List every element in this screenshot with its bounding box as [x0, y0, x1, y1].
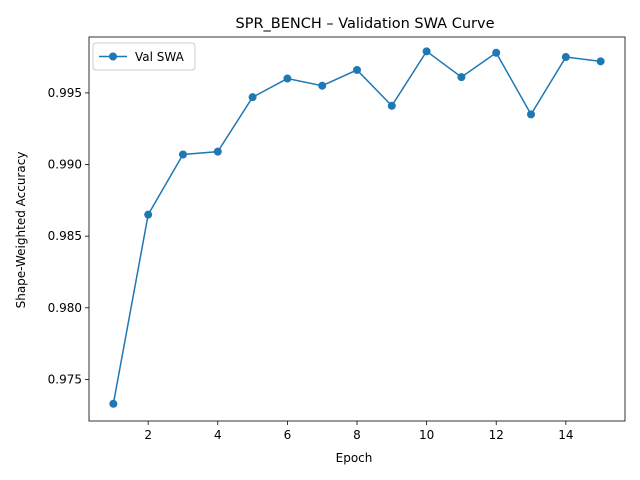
data-point [596, 57, 605, 66]
legend-label: Val SWA [135, 50, 185, 64]
x-tick-label: 2 [144, 428, 152, 442]
data-point [561, 53, 570, 62]
data-point [318, 81, 327, 90]
data-point [213, 147, 222, 156]
data-point [144, 210, 153, 219]
y-tick-label: 0.995 [48, 86, 82, 100]
data-point [353, 65, 361, 74]
data-point [527, 110, 536, 119]
x-axis-label: Epoch [336, 451, 373, 465]
legend-marker [109, 52, 117, 61]
y-axis-label: Shape-Weighted Accuracy [14, 152, 28, 309]
plot-area: 2 4 6 8 10 12 14 0.975 0.980 0.985 0.990 0.995 [48, 36, 626, 442]
x-tick-label: 12 [489, 428, 504, 442]
x-tick-label: 6 [284, 428, 292, 442]
data-point [283, 74, 292, 83]
chart-title: SPR_BENCH – Validation SWA Curve [236, 16, 495, 32]
data-point [492, 48, 501, 57]
data-point [109, 399, 118, 408]
series-line [112, 50, 601, 404]
legend-box [92, 42, 196, 71]
y-tick-label: 0.975 [48, 372, 82, 386]
data-point [248, 93, 257, 102]
data-point [387, 101, 396, 110]
data-point [422, 47, 431, 56]
y-tick-label: 0.985 [48, 229, 82, 243]
x-tick-label: 10 [419, 428, 434, 442]
x-tick-label: 8 [353, 428, 361, 442]
y-tick-label: 0.990 [48, 158, 82, 172]
x-tick-label: 4 [214, 428, 222, 442]
axes-frame [88, 36, 626, 422]
x-tick-label: 14 [558, 428, 573, 442]
data-point [178, 150, 187, 159]
y-tick-label: 0.980 [48, 301, 82, 315]
data-point [457, 73, 466, 82]
legend: Val SWA [92, 42, 196, 71]
